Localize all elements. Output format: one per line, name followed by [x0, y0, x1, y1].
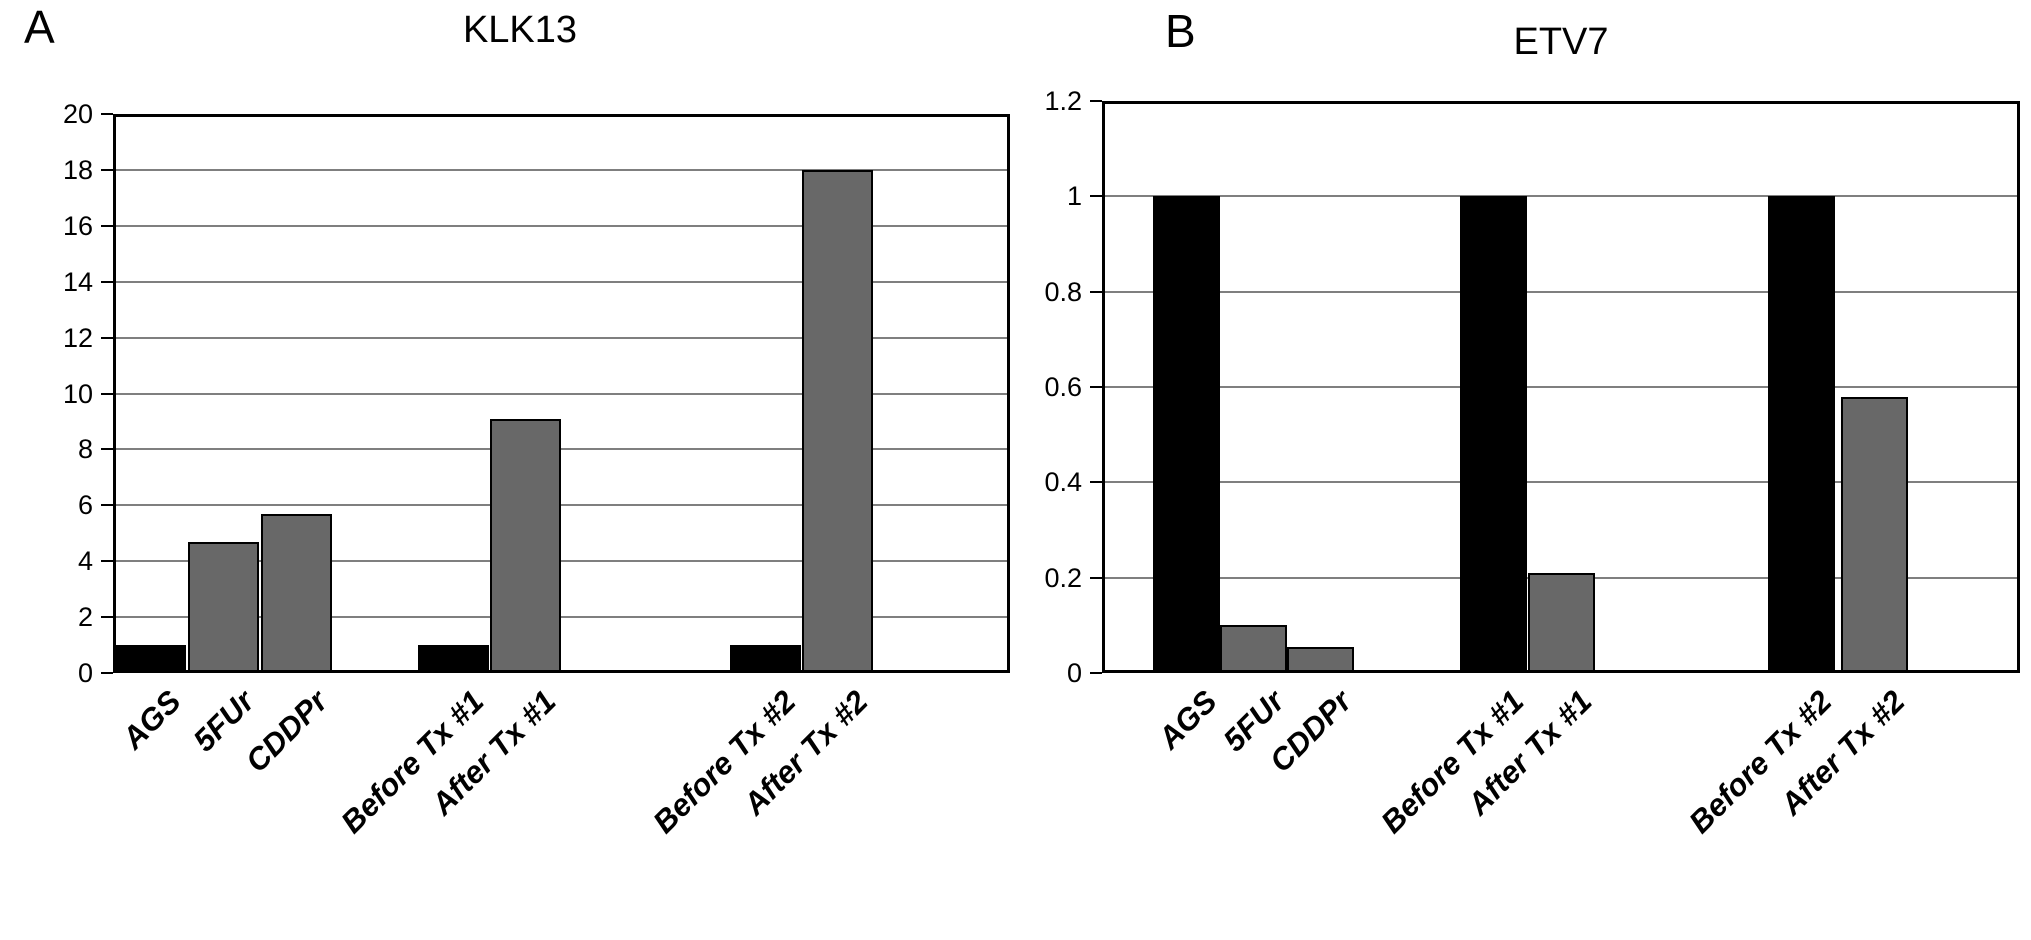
y-tick-label: 12: [62, 322, 93, 353]
y-tick-mark: [101, 504, 113, 507]
bar-cddpr: [261, 514, 332, 673]
gridline: [113, 280, 1010, 283]
gridline: [1102, 481, 2020, 484]
y-tick-mark: [1090, 386, 1102, 388]
bar-5fur: [1220, 625, 1287, 673]
y-tick-label: 6: [77, 490, 93, 521]
y-tick-mark: [1090, 481, 1102, 484]
y-tick-label: 8: [77, 434, 93, 465]
y-tick-label: 0.2: [1044, 562, 1082, 593]
bar-ags: [115, 645, 186, 673]
bar-after-tx-2: [802, 170, 873, 673]
gridline: [113, 504, 1010, 507]
bar-after-tx-1: [1528, 573, 1595, 673]
y-tick-mark: [101, 224, 113, 227]
y-tick-mark: [1090, 100, 1102, 102]
gridline: [113, 168, 1010, 171]
y-tick-label: 16: [62, 210, 93, 241]
y-tick-mark: [101, 280, 113, 283]
y-tick-mark: [101, 616, 113, 619]
gridline: [1102, 290, 2020, 293]
y-tick-mark: [101, 448, 113, 451]
bar-after-tx-1: [490, 419, 561, 673]
panel-a-letter: A: [24, 1, 55, 53]
y-tick-label: 1.2: [1044, 86, 1082, 116]
y-tick-label: 4: [77, 546, 93, 577]
gridline: [1102, 386, 2020, 388]
y-tick-mark: [101, 113, 113, 115]
y-tick-mark: [101, 672, 113, 674]
bar-5fur: [188, 542, 259, 673]
bar-before-tx-1: [1460, 196, 1527, 673]
y-tick-mark: [1090, 672, 1102, 674]
gridline: [1102, 195, 2020, 198]
gridline: [113, 392, 1010, 395]
y-tick-mark: [101, 392, 113, 395]
y-tick-mark: [101, 168, 113, 171]
y-tick-label: 20: [62, 99, 93, 129]
bar-ags: [1153, 196, 1220, 673]
y-tick-label: 18: [62, 154, 93, 185]
bar-after-tx-2: [1841, 397, 1908, 673]
panel-a-title: KLK13: [462, 9, 578, 51]
x-tick-label-text: AGS: [1151, 683, 1224, 756]
bar-cddpr: [1287, 647, 1354, 673]
y-tick-mark: [101, 560, 113, 563]
y-tick-label: 0.4: [1044, 467, 1082, 498]
y-tick-mark: [101, 336, 113, 339]
gridline: [113, 336, 1010, 339]
bar-before-tx-1: [418, 645, 489, 673]
bar-before-tx-2: [730, 645, 801, 673]
y-tick-label: 2: [77, 602, 93, 633]
y-tick-label: 1: [1066, 181, 1082, 212]
bar-before-tx-2: [1768, 196, 1835, 673]
y-tick-label: 0.6: [1044, 372, 1082, 402]
y-tick-label: 0: [77, 658, 93, 688]
gridline: [113, 448, 1010, 451]
y-tick-mark: [1090, 290, 1102, 293]
y-tick-label: 0: [1066, 658, 1082, 688]
gridline: [113, 224, 1010, 227]
gridline: [113, 616, 1010, 619]
panel-b-letter: B: [1165, 5, 1196, 57]
panel-b-title: ETV7: [1513, 21, 1609, 63]
x-tick-label-text: AGS: [115, 683, 188, 756]
x-tick-label-text: CDDPr: [238, 683, 334, 779]
y-tick-label: 0.8: [1044, 276, 1082, 307]
y-tick-mark: [1090, 576, 1102, 579]
y-tick-label: 14: [62, 266, 93, 297]
y-tick-label: 10: [62, 378, 93, 409]
y-tick-mark: [1090, 195, 1102, 198]
gridline: [113, 560, 1010, 563]
